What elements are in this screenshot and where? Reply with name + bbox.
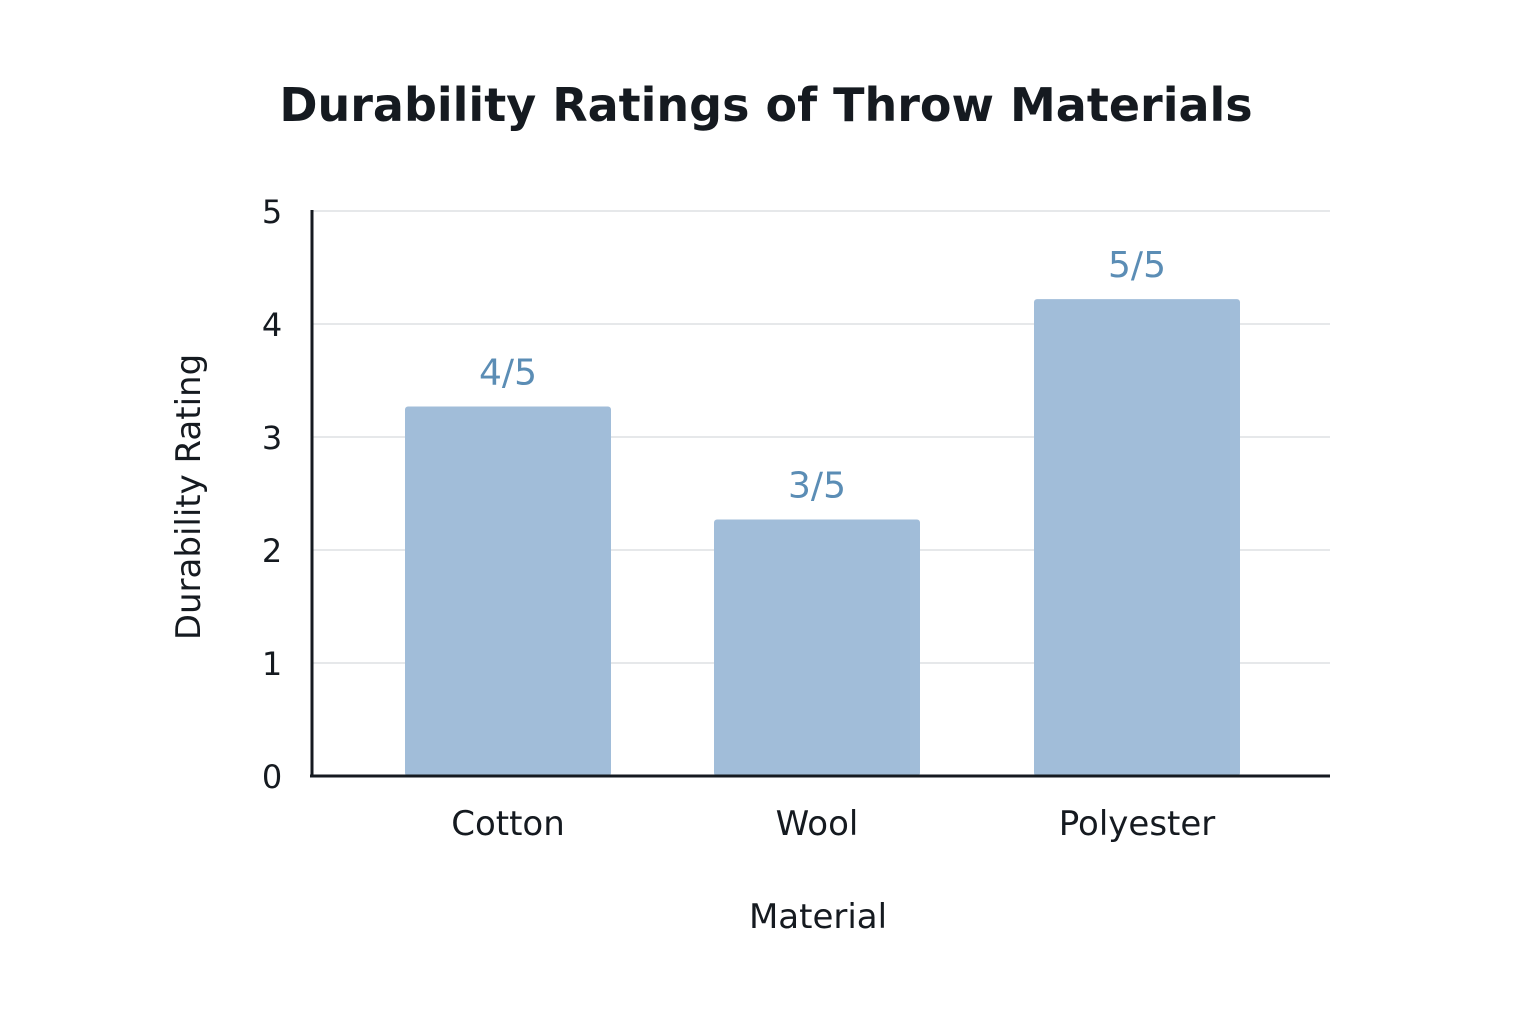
y-tick-label-4: 4	[262, 306, 282, 344]
y-tick-label-2: 2	[262, 532, 282, 570]
x-axis-ticks: Cotton Wool Polyester	[451, 804, 1215, 844]
data-labels: 4/5 3/5 5/5	[479, 245, 1166, 506]
y-axis-label: Durability Rating	[169, 354, 209, 640]
x-tick-label-polyester: Polyester	[1059, 804, 1216, 844]
chart-title: Durability Ratings of Throw Materials	[279, 78, 1252, 132]
data-label-polyester: 5/5	[1108, 245, 1166, 286]
data-label-wool: 3/5	[788, 465, 846, 506]
bar-polyester	[1034, 299, 1240, 776]
data-label-cotton: 4/5	[479, 352, 537, 393]
bar-wool	[714, 519, 920, 776]
y-tick-label-0: 0	[262, 758, 282, 796]
bars	[405, 299, 1240, 776]
bar-cotton	[405, 406, 611, 776]
x-tick-label-wool: Wool	[776, 804, 859, 844]
y-tick-label-5: 5	[262, 193, 282, 231]
y-tick-label-3: 3	[262, 419, 282, 457]
y-axis-ticks: 0 1 2 3 4 5	[262, 193, 282, 796]
x-axis-label: Material	[749, 897, 887, 937]
y-tick-label-1: 1	[262, 645, 282, 683]
x-tick-label-cotton: Cotton	[451, 804, 565, 844]
